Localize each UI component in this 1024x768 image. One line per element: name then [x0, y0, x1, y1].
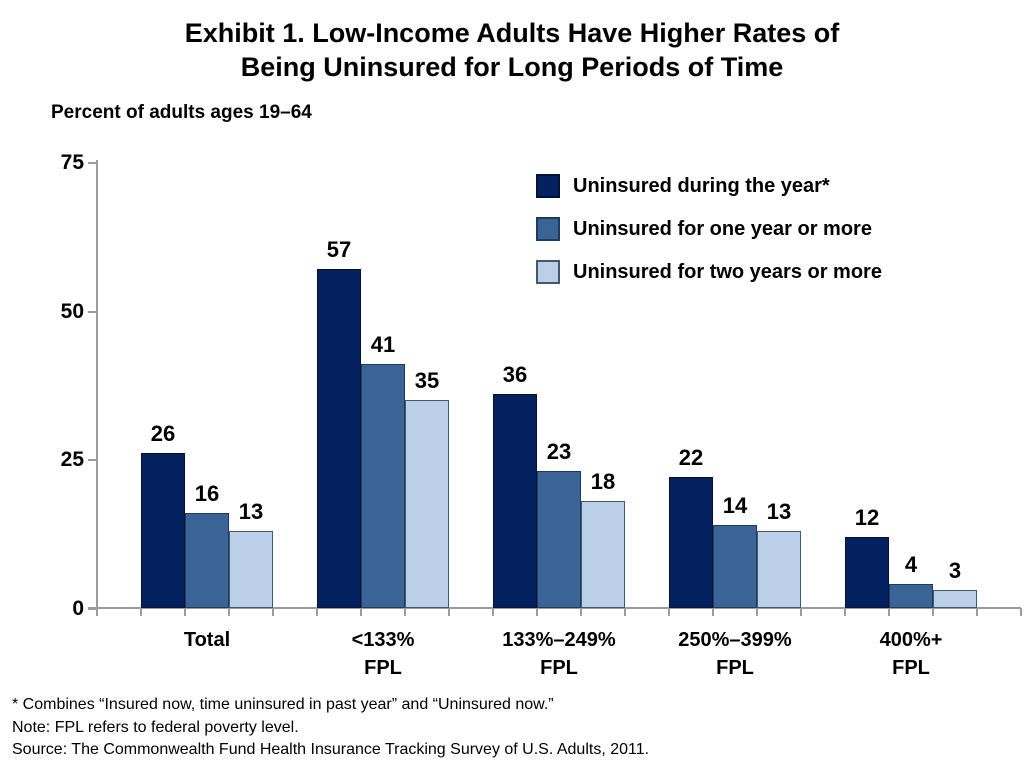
legend-item-uninsured-one-year: Uninsured for one year or more [536, 217, 882, 241]
x-axis-tick [624, 608, 626, 616]
category-label: 133%–249% FPL [502, 629, 616, 679]
x-axis-tick [888, 608, 890, 616]
y-axis-title: Percent of adults ages 19–64 [51, 102, 312, 123]
bar-value-label: 26 [150, 421, 176, 446]
bar-value-label: 3 [948, 558, 962, 583]
bar-s2-c3 [537, 471, 581, 608]
category-label: 250%–399% FPL [678, 629, 792, 679]
x-axis-tick [184, 608, 186, 616]
legend-swatch-series2 [536, 217, 560, 241]
legend-item-uninsured-two-years: Uninsured for two years or more [536, 260, 882, 284]
y-axis-line [96, 160, 98, 610]
bar-s1-c5 [845, 537, 889, 608]
chart-title-line2: Being Uninsured for Long Periods of Time [240, 52, 784, 82]
x-axis-tick [140, 608, 142, 616]
x-axis-tick [712, 608, 714, 616]
x-axis-tick [228, 608, 230, 616]
x-axis-tick [272, 608, 274, 616]
x-axis-tick [316, 608, 318, 616]
bar-s3-c4 [757, 531, 801, 608]
bar-s3-c2 [405, 400, 449, 608]
bar-s1-c3 [493, 394, 537, 608]
bar-value-label: 4 [904, 552, 918, 577]
footnotes: * Combines “Insured now, time uninsured … [12, 694, 649, 762]
bar-s1-c4 [669, 477, 713, 608]
x-axis-tick [536, 608, 538, 616]
x-axis-tick [756, 608, 758, 616]
bar-value-label: 36 [502, 362, 528, 387]
footnote-note: Note: FPL refers to federal poverty leve… [12, 718, 299, 736]
x-axis-tick [932, 608, 934, 616]
bar-value-label: 14 [722, 493, 748, 518]
y-axis-tick [88, 162, 96, 164]
bar-value-label: 41 [370, 332, 396, 357]
x-axis-tick [360, 608, 362, 616]
x-axis-tick [448, 608, 450, 616]
legend-label-series2: Uninsured for one year or more [573, 217, 872, 240]
bar-s2-c2 [361, 364, 405, 608]
bar-s1-c1 [141, 453, 185, 608]
y-axis-tick [88, 459, 96, 461]
chart-title: Exhibit 1. Low-Income Adults Have Higher… [0, 16, 1024, 84]
bar-value-label: 13 [766, 499, 792, 524]
chart-title-line1: Exhibit 1. Low-Income Adults Have Higher… [184, 18, 840, 48]
bar-value-label: 35 [414, 368, 440, 393]
legend-swatch-series1 [536, 174, 560, 198]
bar-value-label: 23 [546, 439, 572, 464]
category-label: Total [183, 629, 231, 651]
footnote-asterisk: * Combines “Insured now, time uninsured … [12, 696, 554, 713]
legend: Uninsured during the year* Uninsured for… [536, 174, 882, 303]
category-label: 400%+ FPL [879, 629, 943, 679]
bar-s3-c5 [933, 590, 977, 608]
category-label: <133% FPL [351, 629, 415, 679]
y-axis-tick-label: 50 [60, 300, 84, 323]
x-axis-line [88, 607, 1021, 609]
bar-value-label: 22 [678, 445, 704, 470]
x-axis-tick [492, 608, 494, 616]
y-axis-tick [88, 311, 96, 313]
y-axis-tick-label: 75 [60, 151, 84, 174]
bar-s2-c5 [889, 584, 933, 608]
legend-swatch-series3 [536, 260, 560, 284]
bar-s1-c2 [317, 269, 361, 608]
footnote-source: Source: The Commonwealth Fund Health Ins… [12, 741, 650, 758]
y-axis-tick [88, 608, 96, 610]
x-axis-tick [580, 608, 582, 616]
y-axis-tick-label: 25 [60, 448, 84, 471]
x-axis-tick [1020, 608, 1022, 616]
x-axis-tick [96, 608, 98, 616]
legend-label-series3: Uninsured for two years or more [573, 260, 882, 283]
bar-value-label: 12 [854, 505, 880, 530]
x-axis-tick [976, 608, 978, 616]
legend-item-uninsured-during-year: Uninsured during the year* [536, 174, 882, 198]
bar-value-label: 57 [326, 237, 352, 262]
bar-s2-c1 [185, 513, 229, 608]
bar-s3-c1 [229, 531, 273, 608]
x-axis-tick [800, 608, 802, 616]
x-axis-tick [668, 608, 670, 616]
x-axis-tick [404, 608, 406, 616]
bar-s2-c4 [713, 525, 757, 608]
bar-s3-c3 [581, 501, 625, 608]
legend-label-series1: Uninsured during the year* [573, 174, 830, 197]
bar-value-label: 16 [194, 481, 220, 506]
y-axis-tick-label: 0 [72, 597, 84, 620]
bar-value-label: 18 [590, 469, 616, 494]
bar-value-label: 13 [238, 499, 264, 524]
x-axis-tick [844, 608, 846, 616]
